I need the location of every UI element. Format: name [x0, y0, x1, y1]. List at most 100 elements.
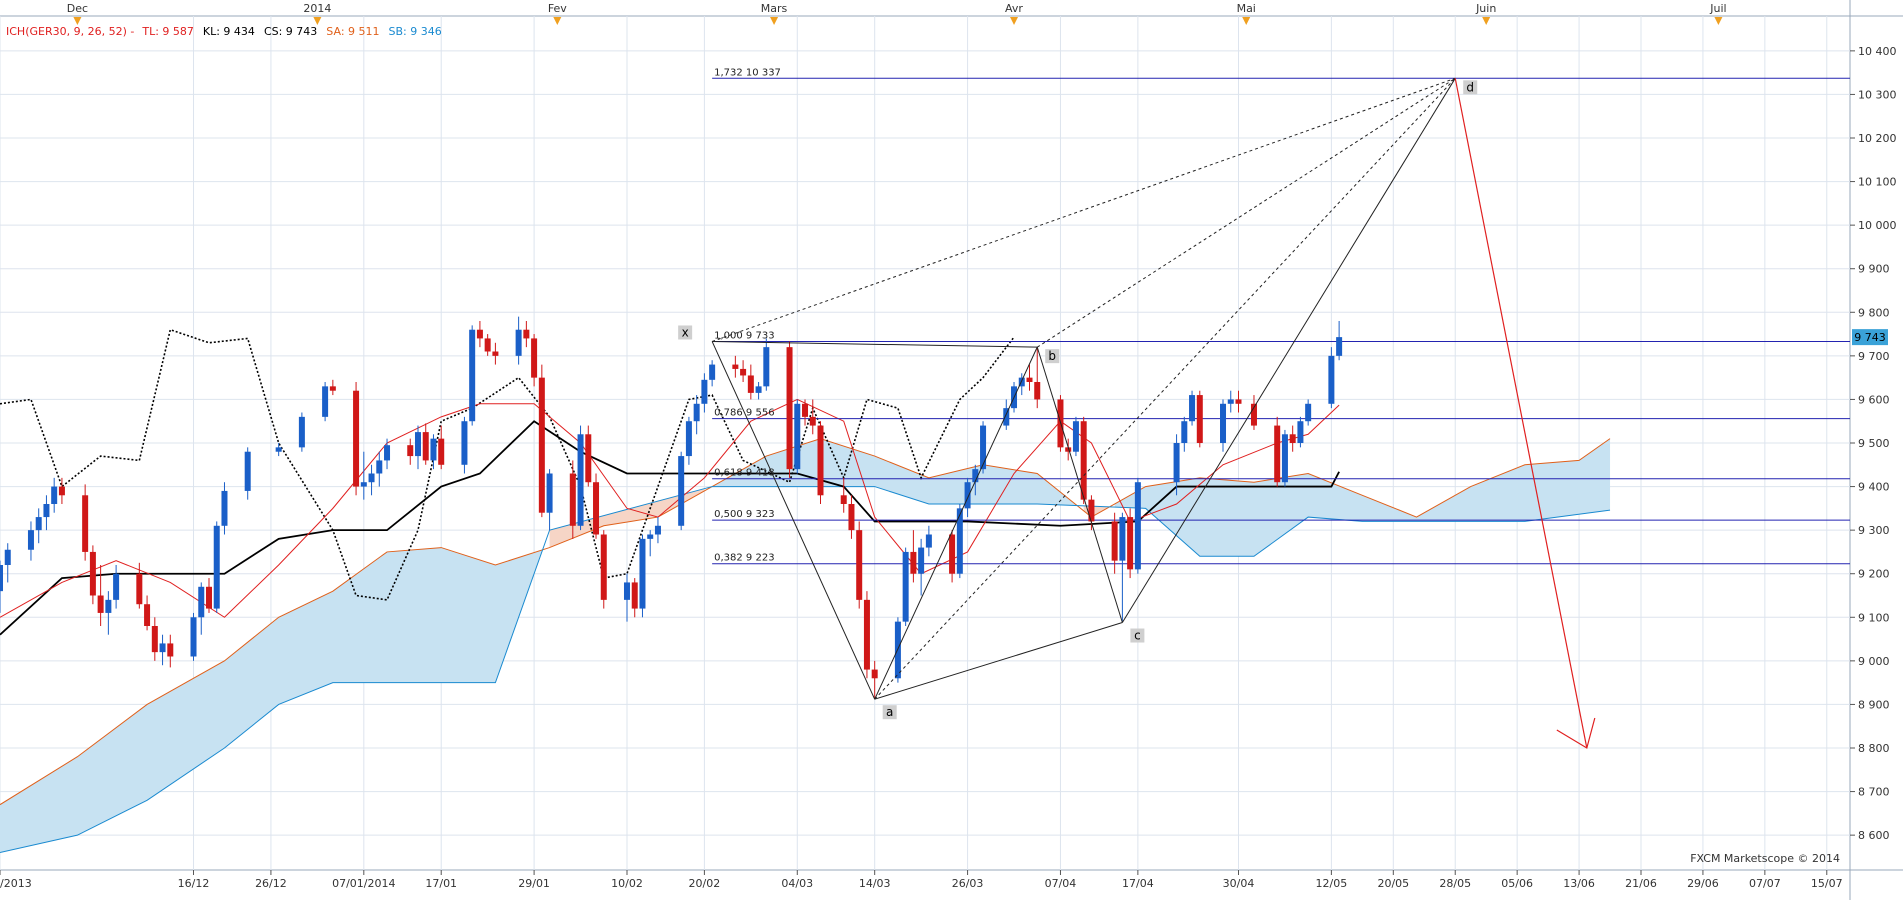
current-price-marker	[1852, 329, 1888, 346]
y-tick-label: 9 800	[1858, 306, 1890, 319]
month-label: 2014	[303, 2, 331, 15]
pattern-point-label-x: x	[682, 325, 689, 339]
indicator-header: ICH(GER30, 9, 26, 52) - TL: 9 587 KL: 9 43…	[6, 25, 1840, 865]
pattern-leg-ad	[874, 77, 1456, 700]
candle-body	[430, 438, 437, 461]
pattern-leg-ab	[874, 346, 1038, 700]
current-price-label: 9 743	[1854, 331, 1886, 344]
x-tick-label: 29/01	[518, 877, 550, 890]
candle-body	[1336, 337, 1343, 356]
y-tick-label: 9 900	[1858, 263, 1890, 276]
candle-body	[205, 586, 212, 609]
fib-level-label: 1,732 10 337	[714, 67, 781, 78]
indicator-value: KL: 9 434	[203, 25, 255, 38]
pattern-point-label-a: a	[886, 705, 893, 719]
candles	[0, 316, 1343, 700]
candle-body	[1274, 425, 1281, 483]
candle-body	[856, 530, 863, 600]
candle-body	[1196, 395, 1203, 443]
month-marker	[1482, 17, 1491, 25]
senkou-span-a	[0, 438, 1611, 806]
candle-body	[1189, 395, 1196, 422]
candle-body	[925, 534, 932, 548]
y-tick-label: 10 400	[1858, 45, 1897, 58]
cloud-bullish	[1114, 438, 1611, 557]
candle-body	[484, 338, 491, 352]
kijun-sen	[0, 420, 1340, 636]
projection-arrow-head	[1556, 717, 1596, 749]
candle-body	[151, 626, 158, 653]
cloud-bullish	[0, 547, 542, 853]
month-label: Juin	[1475, 2, 1496, 15]
x-tick-label: 29/06	[1687, 877, 1719, 890]
x-tick-label: 13/06	[1563, 877, 1595, 890]
candle-body	[376, 460, 383, 474]
candle-body	[809, 416, 816, 426]
candle-body	[600, 534, 607, 600]
candle-body	[654, 525, 661, 535]
candle-body	[701, 379, 708, 404]
candle-body	[105, 599, 112, 613]
y-tick-label: 8 600	[1858, 829, 1890, 842]
candle-body	[1227, 399, 1234, 404]
candle-body	[492, 351, 499, 356]
month-label: Fev	[548, 2, 567, 15]
candle-body	[360, 482, 367, 487]
month-marker	[553, 17, 562, 25]
y-tick-label: 9 000	[1858, 655, 1890, 668]
month-marker	[313, 17, 322, 25]
candle-body	[786, 347, 793, 470]
candle-body	[747, 375, 754, 393]
x-tick-label: 05/06	[1501, 877, 1533, 890]
candle-body	[848, 504, 855, 531]
candle-body	[972, 469, 979, 483]
candle-body	[980, 425, 987, 470]
candle-body	[956, 508, 963, 574]
candle-body	[709, 364, 716, 380]
candle-body	[1134, 482, 1141, 570]
candle-body	[639, 538, 646, 609]
candle-body	[1026, 377, 1033, 382]
pattern-leg-bd	[1036, 77, 1456, 348]
candle-body	[190, 617, 197, 657]
month-label: Mars	[761, 2, 788, 15]
candle-body	[1119, 517, 1126, 561]
y-tick-label: 9 700	[1858, 350, 1890, 363]
candle-body	[329, 386, 336, 391]
candle-body	[1127, 517, 1134, 570]
candle-body	[1088, 499, 1095, 522]
month-marker	[73, 17, 82, 25]
pattern-point-label-b: b	[1048, 349, 1056, 363]
candle-body	[840, 495, 847, 504]
y-tick-label: 8 900	[1858, 698, 1890, 711]
pattern-leg-bc	[1036, 346, 1123, 623]
candle-body	[97, 595, 104, 613]
y-tick-label: 9 500	[1858, 437, 1890, 450]
candle-body	[27, 530, 34, 550]
candle-body	[1003, 408, 1010, 426]
candle-body	[949, 534, 956, 574]
candle-body	[732, 364, 739, 369]
candle-body	[1173, 443, 1180, 483]
candle-body	[43, 504, 50, 518]
candle-body	[538, 377, 545, 513]
candle-body	[82, 495, 89, 552]
candle-body	[918, 547, 925, 574]
candle-body	[1181, 421, 1188, 443]
candle-body	[863, 599, 870, 670]
candle-body	[1220, 403, 1227, 443]
candle-body	[531, 338, 538, 378]
watermark: FXCM Marketscope © 2014	[1690, 852, 1840, 865]
candle-body	[1328, 355, 1335, 404]
candle-body	[1018, 377, 1025, 387]
x-tick-label: 10/02	[611, 877, 643, 890]
candle-body	[35, 517, 42, 531]
fib-level-label: 0,500 9 323	[714, 509, 774, 520]
pattern-point-box-b	[1045, 349, 1060, 364]
x-tick-label: 21/06	[1625, 877, 1657, 890]
x-tick-label: 12/05	[1316, 877, 1348, 890]
indicator-value: TL: 9 587	[141, 25, 194, 38]
fib-level-label: 0,618 9 418	[714, 468, 774, 479]
candle-body	[1034, 382, 1041, 400]
